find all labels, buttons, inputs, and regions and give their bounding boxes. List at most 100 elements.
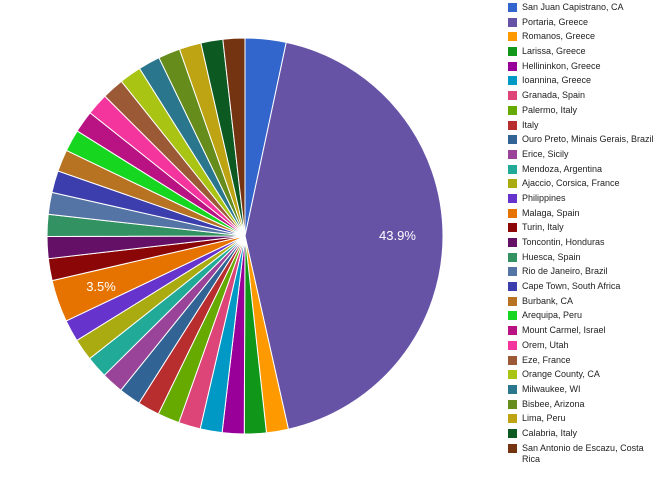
legend-item[interactable]: Granada, Spain: [508, 90, 660, 101]
legend-swatch-icon: [508, 32, 517, 42]
legend-swatch-icon: [508, 164, 517, 174]
legend: San Juan Capistrano, CA Portaria, Greece R…: [508, 2, 660, 468]
legend-item[interactable]: Toncontin, Honduras: [508, 237, 660, 248]
legend-swatch-icon: [508, 120, 517, 130]
legend-label: Burbank, CA: [522, 295, 574, 306]
legend-item[interactable]: Orem, Utah: [508, 340, 660, 351]
legend-swatch-icon: [508, 17, 517, 27]
legend-label: Orem, Utah: [522, 339, 569, 350]
legend-item[interactable]: Cape Town, South Africa: [508, 281, 660, 292]
legend-label: Romanos, Greece: [522, 31, 596, 42]
legend-label: Granada, Spain: [522, 90, 586, 101]
legend-swatch-icon: [508, 443, 517, 453]
legend-item[interactable]: Romanos, Greece: [508, 31, 660, 42]
legend-label: Calabria, Italy: [522, 427, 578, 438]
legend-item[interactable]: Turin, Italy: [508, 222, 660, 233]
legend-label: Cape Town, South Africa: [522, 281, 621, 292]
legend-item[interactable]: Malaga, Spain: [508, 208, 660, 219]
legend-item[interactable]: Rio de Janeiro, Brazil: [508, 266, 660, 277]
legend-label: Bisbee, Arizona: [522, 398, 585, 409]
legend-swatch-icon: [508, 179, 517, 189]
legend-label: Mendoza, Argentina: [522, 163, 603, 174]
legend-swatch-icon: [508, 252, 517, 262]
legend-item[interactable]: Eze, France: [508, 355, 660, 366]
legend-label: Hellininkon, Greece: [522, 60, 601, 71]
legend-label: Portaria, Greece: [522, 16, 589, 27]
legend-label: Mount Carmel, Israel: [522, 325, 606, 336]
legend-label: Arequipa, Peru: [522, 310, 583, 321]
legend-item[interactable]: Ouro Preto, Minais Gerais, Brazil: [508, 134, 660, 145]
legend-item[interactable]: Orange County, CA: [508, 369, 660, 380]
legend-label: Erice, Sicily: [522, 148, 569, 159]
pie-slice[interactable]: [244, 41, 444, 430]
legend-label: Lima, Peru: [522, 413, 566, 424]
legend-swatch-icon: [508, 3, 517, 12]
legend-swatch-icon: [508, 311, 517, 321]
legend-item[interactable]: Ajaccio, Corsica, France: [508, 178, 660, 189]
legend-swatch-icon: [508, 384, 517, 394]
legend-swatch-icon: [508, 238, 517, 247]
pie-chart: 43.9% 3.5%: [46, 37, 444, 435]
legend-swatch-icon: [508, 399, 517, 409]
legend-swatch-icon: [508, 208, 517, 218]
legend-label: Toncontin, Honduras: [522, 237, 605, 247]
legend-label: Milwaukee, WI: [522, 383, 581, 394]
legend-item[interactable]: Mount Carmel, Israel: [508, 325, 660, 336]
legend-label: Palermo, Italy: [522, 104, 578, 115]
legend-item[interactable]: Larissa, Greece: [508, 46, 660, 57]
legend-swatch-icon: [508, 105, 517, 115]
legend-swatch-icon: [508, 282, 517, 292]
legend-label: San Antonio de Escazu, Costa Rica: [522, 442, 644, 464]
legend-swatch-icon: [508, 340, 517, 350]
pie-slice[interactable]: [222, 37, 246, 237]
legend-item[interactable]: San Antonio de Escazu, Costa Rica: [508, 443, 660, 465]
legend-swatch-icon: [508, 428, 517, 438]
legend-label: Ioannina, Greece: [522, 75, 592, 86]
legend-label: Ouro Preto, Minais Gerais, Brazil: [522, 134, 654, 145]
legend-item[interactable]: Portaria, Greece: [508, 17, 660, 28]
legend-swatch-icon: [508, 296, 517, 306]
legend-swatch-icon: [508, 61, 517, 71]
legend-label: Huesca, Spain: [522, 251, 581, 262]
legend-swatch-icon: [508, 223, 517, 233]
legend-swatch-icon: [508, 76, 517, 86]
legend-label: Eze, France: [522, 354, 571, 365]
legend-swatch-icon: [508, 193, 517, 203]
legend-swatch-icon: [508, 91, 517, 101]
legend-swatch-icon: [508, 414, 517, 424]
legend-label: Turin, Italy: [522, 222, 564, 233]
legend-swatch-icon: [508, 355, 517, 365]
pie-chart-svg: 43.9% 3.5%: [46, 37, 444, 435]
legend-item[interactable]: Huesca, Spain: [508, 252, 660, 263]
legend-swatch-icon: [508, 370, 517, 380]
legend-item[interactable]: Italy: [508, 120, 660, 131]
legend-item[interactable]: Philippines: [508, 193, 660, 204]
legend-item[interactable]: Calabria, Italy: [508, 428, 660, 439]
legend-label: Larissa, Greece: [522, 46, 586, 57]
slice-percent-label: 3.5%: [86, 279, 116, 294]
legend-item[interactable]: San Juan Capistrano, CA: [508, 2, 660, 13]
legend-swatch-icon: [508, 267, 517, 277]
legend-label: Orange County, CA: [522, 369, 600, 380]
legend-swatch-icon: [508, 326, 517, 336]
legend-item[interactable]: Milwaukee, WI: [508, 384, 660, 395]
legend-item[interactable]: Mendoza, Argentina: [508, 164, 660, 175]
legend-item[interactable]: Bisbee, Arizona: [508, 399, 660, 410]
legend-item[interactable]: Arequipa, Peru: [508, 310, 660, 321]
legend-label: Malaga, Spain: [522, 207, 580, 218]
legend-item[interactable]: Burbank, CA: [508, 296, 660, 307]
legend-label: Ajaccio, Corsica, France: [522, 178, 620, 189]
legend-item[interactable]: Erice, Sicily: [508, 149, 660, 160]
legend-item[interactable]: Ioannina, Greece: [508, 75, 660, 86]
legend-label: San Juan Capistrano, CA: [522, 2, 624, 12]
legend-label: Rio de Janeiro, Brazil: [522, 266, 608, 277]
legend-item[interactable]: Palermo, Italy: [508, 105, 660, 116]
legend-swatch-icon: [508, 149, 517, 159]
legend-label: Italy: [522, 119, 539, 130]
slice-percent-label: 43.9%: [379, 228, 416, 243]
legend-item[interactable]: Hellininkon, Greece: [508, 61, 660, 72]
legend-swatch-icon: [508, 135, 517, 145]
legend-item[interactable]: Lima, Peru: [508, 413, 660, 424]
legend-label: Philippines: [522, 192, 566, 203]
legend-swatch-icon: [508, 47, 517, 57]
